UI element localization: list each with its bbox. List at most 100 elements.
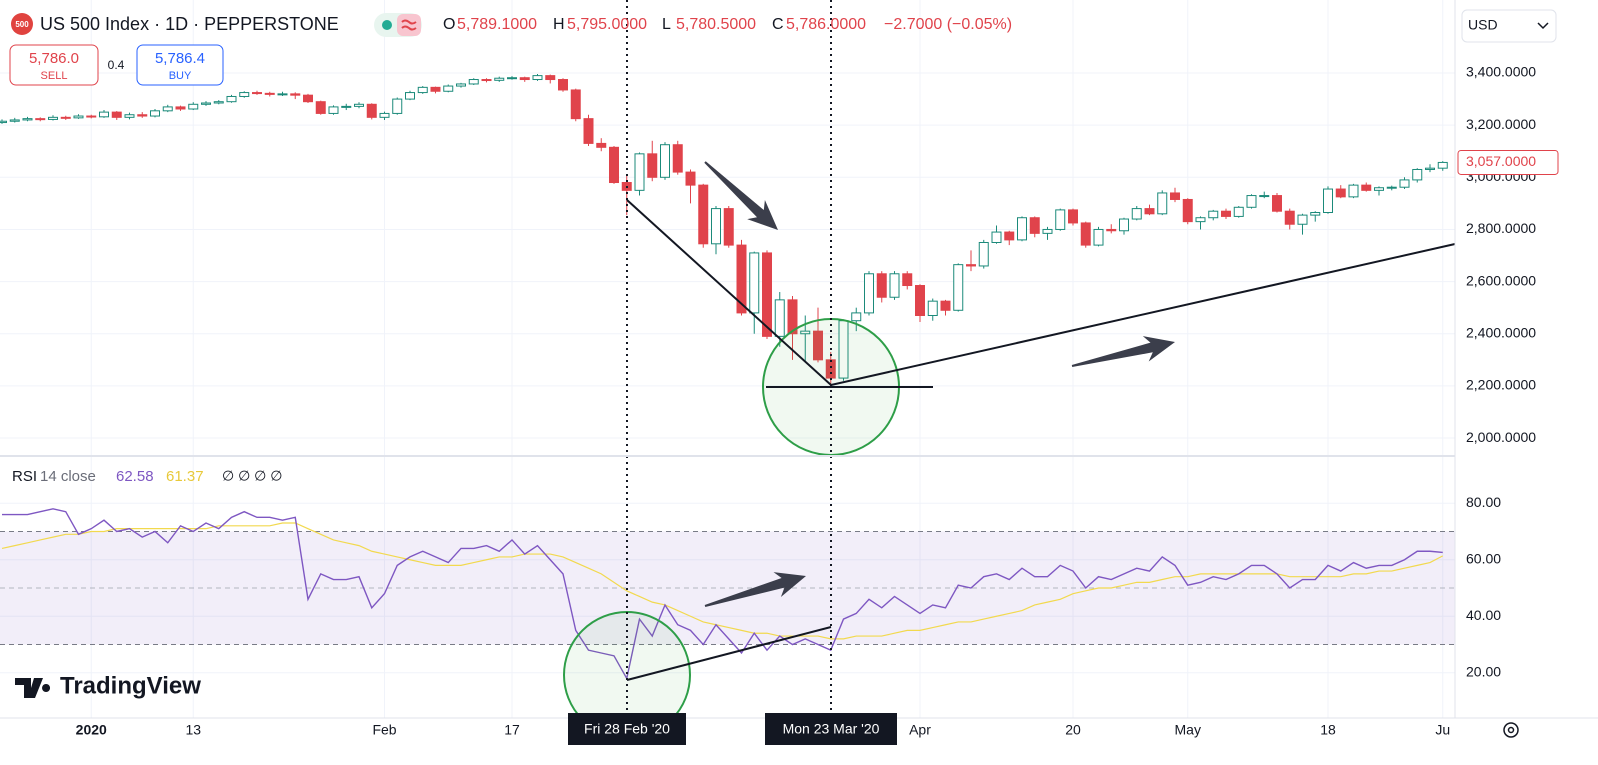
candle-body bbox=[1182, 198, 1193, 223]
candle-body bbox=[1323, 188, 1333, 214]
y-tick-label: 2,800.0000 bbox=[1466, 220, 1536, 236]
candle-body bbox=[1284, 210, 1295, 225]
candle-body bbox=[685, 171, 696, 186]
rsi-ma-value: 61.37 bbox=[166, 468, 204, 485]
candle-body bbox=[1170, 192, 1180, 200]
candle-body bbox=[800, 330, 811, 335]
candle-body bbox=[315, 101, 326, 114]
candle-body bbox=[787, 299, 798, 335]
spread: 0.4 bbox=[108, 58, 125, 72]
crosshair-label: Fri 28 Feb '20 bbox=[584, 721, 670, 737]
candle-body bbox=[532, 75, 543, 81]
candle-body bbox=[201, 102, 211, 105]
candle-body bbox=[1335, 188, 1346, 198]
candle-body bbox=[596, 142, 607, 148]
x-tick-label: 18 bbox=[1320, 722, 1336, 738]
arrow bbox=[1071, 336, 1175, 367]
candle-body bbox=[634, 153, 645, 191]
x-tick-label: 2020 bbox=[76, 722, 107, 738]
rsi-line bbox=[1, 522, 1444, 640]
candle-body bbox=[35, 118, 46, 121]
x-tick-label: Feb bbox=[372, 722, 396, 738]
brand-logo bbox=[15, 678, 51, 698]
ohlc-value: 5,789.1000 bbox=[457, 16, 537, 33]
candle-body bbox=[1310, 212, 1321, 216]
candle-body bbox=[736, 244, 747, 314]
candle-body bbox=[86, 115, 97, 118]
candle-body bbox=[647, 153, 658, 178]
candle-body bbox=[1246, 195, 1257, 208]
rsi-band bbox=[0, 531, 1455, 645]
candle-body bbox=[22, 118, 33, 121]
y-tick-label: 2,200.0000 bbox=[1466, 377, 1536, 393]
crosshair-label-box bbox=[765, 713, 897, 745]
crosshair-label: Mon 23 Mar '20 bbox=[783, 721, 880, 737]
candle-body bbox=[583, 118, 594, 144]
candle-body bbox=[341, 105, 352, 108]
candle-body bbox=[137, 114, 148, 117]
sell-button[interactable] bbox=[9, 44, 99, 86]
candle-body bbox=[1272, 195, 1282, 212]
currency-button[interactable] bbox=[1461, 9, 1557, 43]
candle-body bbox=[443, 85, 454, 92]
candle-body bbox=[252, 92, 262, 95]
ohlc-key: L bbox=[662, 16, 671, 33]
candle-body bbox=[672, 144, 683, 173]
candle-body bbox=[978, 241, 989, 267]
candle-body bbox=[277, 93, 288, 96]
buy-label: BUY bbox=[169, 70, 192, 82]
candle-body bbox=[1157, 192, 1168, 215]
candle-body bbox=[9, 119, 20, 122]
candle-body bbox=[48, 116, 58, 120]
candle-body bbox=[1093, 228, 1104, 246]
chevron bbox=[1537, 22, 1549, 30]
y-tick-label: 2,000.0000 bbox=[1466, 429, 1536, 445]
candle-body bbox=[1361, 184, 1372, 191]
rsi-params: 14 close bbox=[40, 468, 96, 485]
last-price-label: 3,057.0000 bbox=[1466, 153, 1536, 169]
candle-body bbox=[303, 94, 313, 103]
candle-body bbox=[940, 300, 951, 311]
candle-body bbox=[749, 252, 760, 314]
candle-body bbox=[1119, 218, 1129, 232]
settings-icon[interactable] bbox=[1503, 722, 1519, 738]
candle-body bbox=[354, 103, 364, 107]
candle-body bbox=[392, 98, 403, 114]
candle-body bbox=[545, 75, 556, 81]
candle-body bbox=[609, 146, 619, 184]
status-icon bbox=[397, 14, 421, 36]
candle-body bbox=[1004, 231, 1015, 241]
candle-body bbox=[226, 95, 237, 103]
candle-body bbox=[150, 110, 160, 117]
status-icon-glyph bbox=[401, 19, 417, 31]
candle-body bbox=[239, 92, 250, 97]
candle-body bbox=[1399, 179, 1410, 188]
candle-body bbox=[519, 77, 530, 81]
rsi-line bbox=[2, 508, 1443, 681]
candle-body bbox=[953, 264, 964, 311]
candle-body bbox=[111, 111, 122, 118]
buy-button[interactable] bbox=[136, 44, 224, 86]
ohlc-key: O bbox=[443, 16, 455, 33]
candle-body bbox=[213, 101, 224, 104]
candle-body bbox=[1386, 186, 1397, 189]
settings-icon-center bbox=[1507, 726, 1515, 734]
candle-body bbox=[876, 273, 887, 298]
last-price-box bbox=[1457, 149, 1559, 175]
buy-price: 5,786.4 bbox=[155, 50, 205, 67]
candle-body bbox=[468, 79, 479, 85]
candle-body bbox=[558, 79, 568, 91]
y-tick-label: 2,600.0000 bbox=[1466, 272, 1536, 288]
candle-body bbox=[1425, 167, 1435, 170]
crosshair-label-box bbox=[568, 713, 686, 745]
candle-body bbox=[1068, 209, 1078, 224]
candle-body bbox=[1259, 195, 1270, 198]
x-tick-label: 20 bbox=[1065, 722, 1081, 738]
symbol-badge-text: 500 bbox=[15, 20, 29, 29]
ohlc-key: C bbox=[772, 16, 784, 33]
candle-body bbox=[430, 86, 441, 92]
sell-label: SELL bbox=[41, 70, 68, 82]
candle-body bbox=[698, 184, 709, 245]
y-tick-label: 3,200.0000 bbox=[1466, 116, 1536, 132]
candle-body bbox=[1131, 208, 1142, 220]
